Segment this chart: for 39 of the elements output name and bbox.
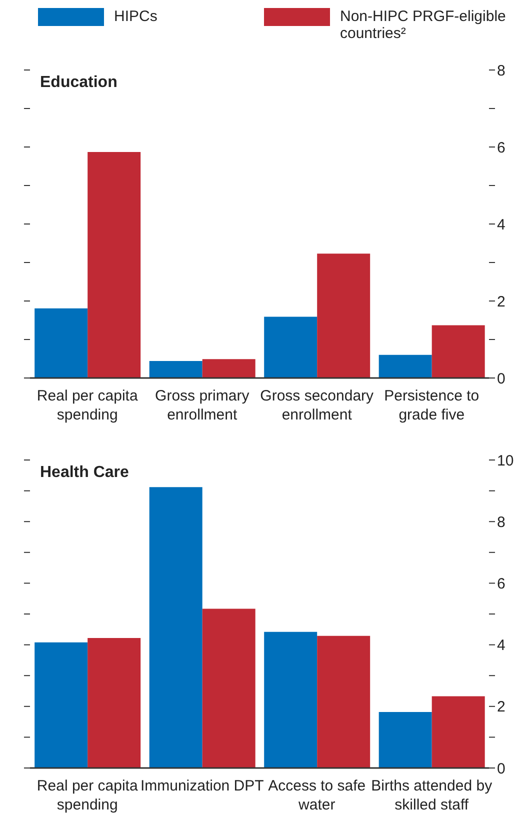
bar bbox=[149, 487, 202, 768]
x-tick-label: Immunization DPT bbox=[140, 778, 264, 795]
y-tick-label: 6 bbox=[497, 139, 506, 156]
chart-title: Health Care bbox=[40, 464, 129, 482]
y-tick-label: 6 bbox=[497, 576, 506, 593]
bar bbox=[432, 325, 485, 378]
y-tick-label: 2 bbox=[497, 698, 506, 716]
bar bbox=[149, 361, 202, 378]
bar bbox=[317, 636, 370, 768]
bar bbox=[378, 354, 432, 378]
bar bbox=[264, 632, 318, 768]
bar bbox=[202, 359, 256, 378]
x-tick-label: Births attended by skilled staff bbox=[371, 778, 493, 814]
bar bbox=[88, 638, 141, 768]
y-tick-label: 2 bbox=[497, 293, 506, 310]
bar bbox=[378, 712, 432, 768]
bar bbox=[88, 152, 141, 378]
bar bbox=[34, 308, 88, 378]
y-tick-label: 10 bbox=[497, 452, 514, 470]
x-tick-label: Real per capita spending bbox=[36, 778, 138, 814]
x-tick-label: Gross primary enrollment bbox=[155, 388, 250, 424]
x-tick-label: Gross secondary enrollment bbox=[260, 388, 374, 424]
x-tick-label: Real per capita spending bbox=[36, 388, 138, 424]
bar bbox=[202, 608, 256, 768]
y-tick-label: 8 bbox=[497, 62, 506, 80]
bar bbox=[264, 316, 318, 378]
y-tick-label: 4 bbox=[497, 216, 506, 234]
legend-label: HIPCs bbox=[114, 8, 158, 25]
y-tick-label: 0 bbox=[497, 760, 506, 778]
bar bbox=[34, 642, 88, 768]
x-tick-label: Persistence to grade five bbox=[384, 388, 480, 424]
y-tick-label: 4 bbox=[497, 637, 506, 654]
y-tick-label: 8 bbox=[497, 514, 506, 531]
bar bbox=[317, 254, 370, 378]
x-tick-label: Access to safe water bbox=[268, 778, 366, 814]
legend-label: Non-HIPC PRGF-eligible countries² bbox=[340, 8, 507, 42]
y-tick-label: 0 bbox=[497, 370, 506, 388]
chart-title: Education bbox=[40, 74, 118, 92]
bar bbox=[432, 696, 485, 768]
